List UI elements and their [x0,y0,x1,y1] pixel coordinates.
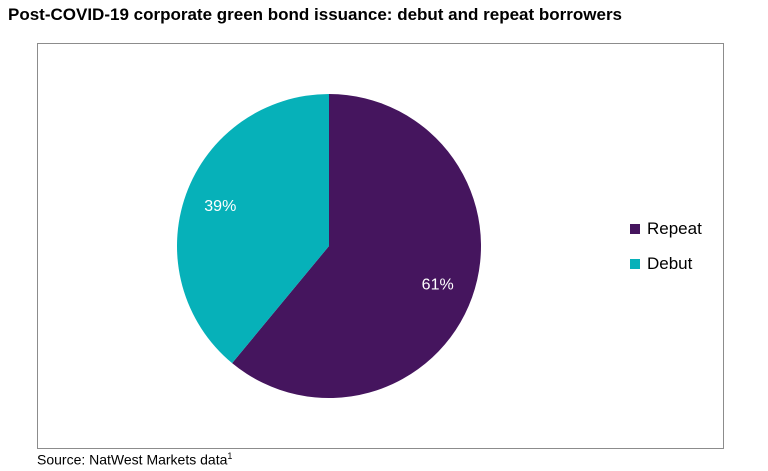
pie-slice-debut [177,94,329,364]
chart-title: Post-COVID-19 corporate green bond issua… [8,5,623,24]
data-label-repeat: 61% [422,276,454,293]
legend-item-repeat: Repeat [630,219,702,239]
source-text: Source: NatWest Markets data [37,451,228,468]
legend-label-repeat: Repeat [647,219,702,238]
source-note: Source: NatWest Markets data1 [37,451,232,468]
legend-label-debut: Debut [647,254,693,273]
chart-frame [37,43,724,449]
legend-swatch-repeat [630,224,640,234]
pie-slice-repeat [232,94,481,398]
legend-swatch-debut [630,259,640,269]
source-footnote-marker: 1 [227,451,233,461]
data-label-debut: 39% [204,198,236,215]
legend-item-debut: Debut [630,254,692,274]
